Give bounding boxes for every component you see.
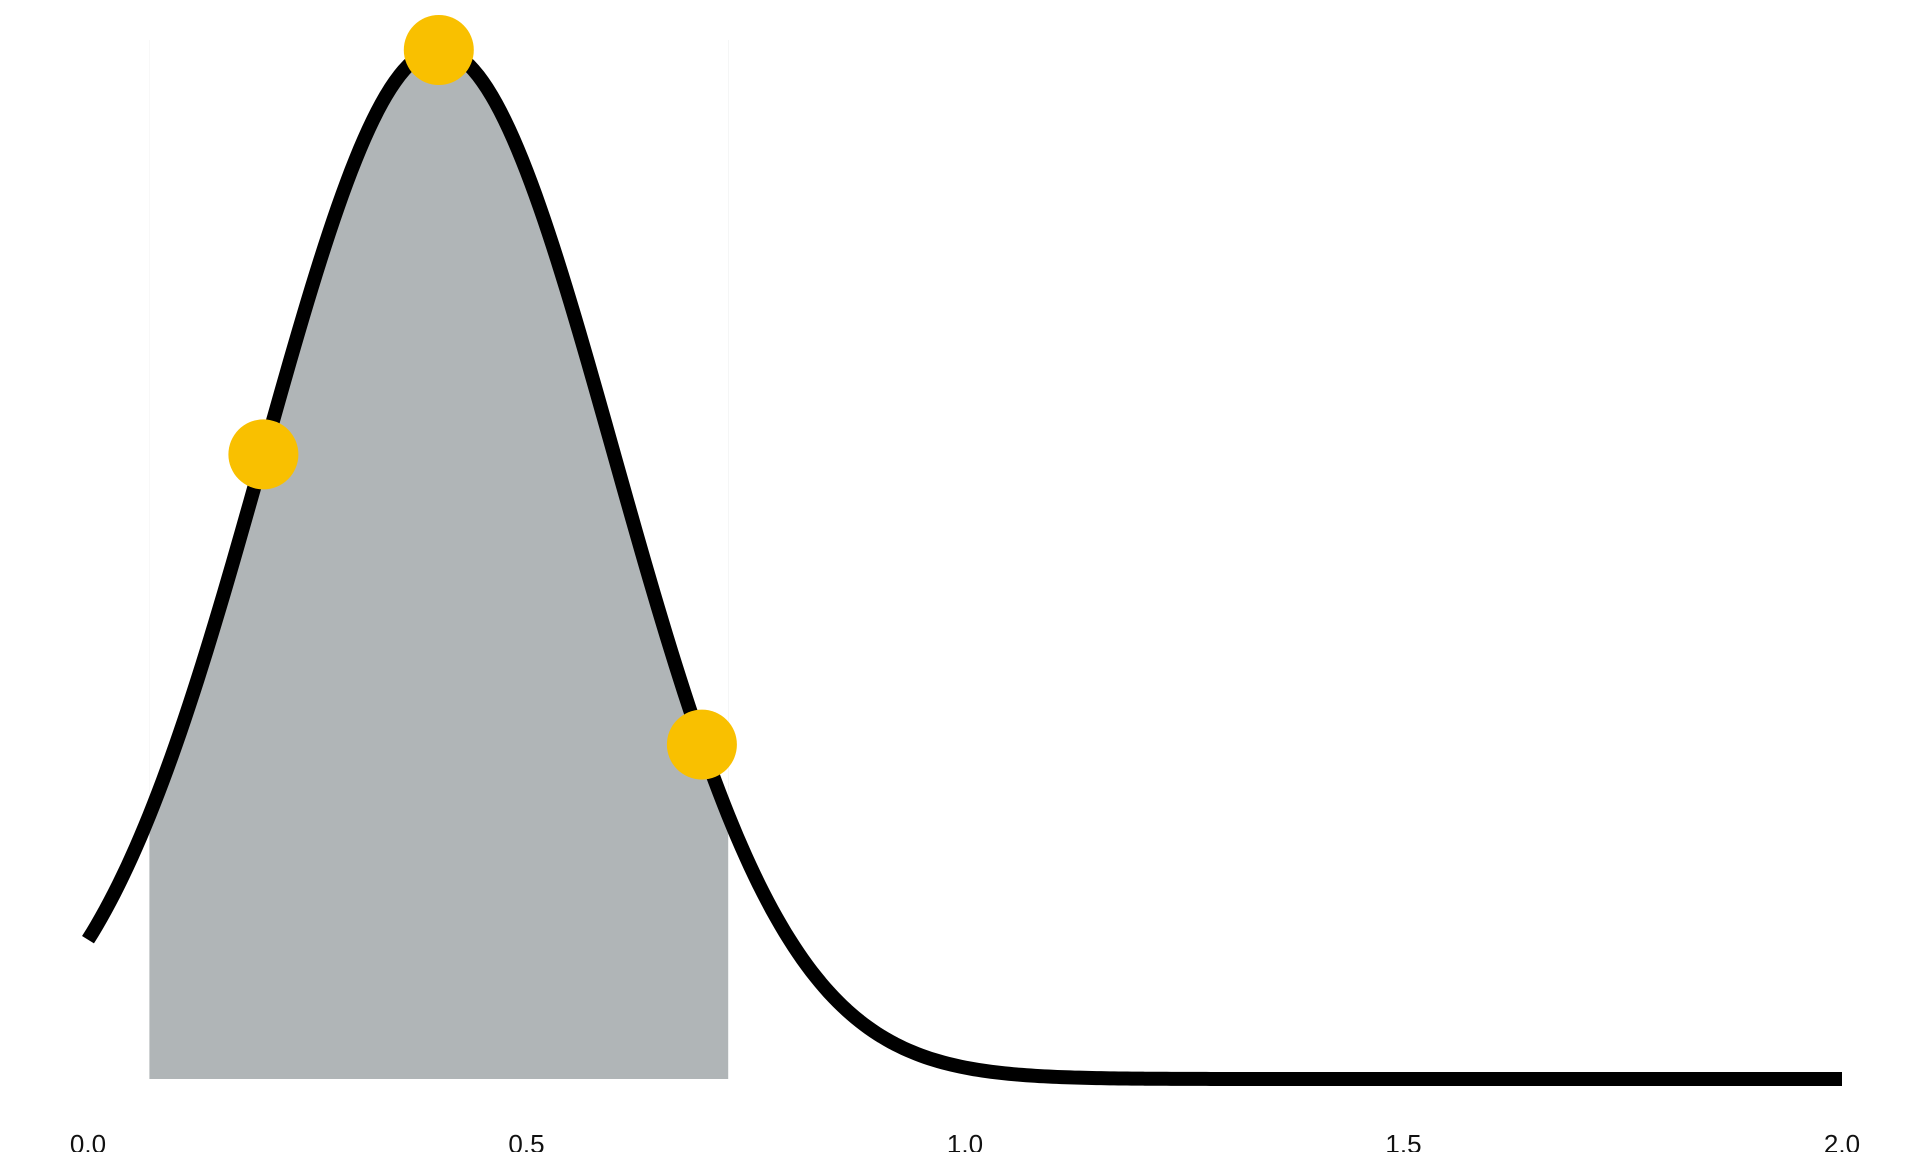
x-tick-label: 1.0 [947, 1129, 983, 1152]
shaded-region-mask [149, 38, 729, 816]
highlight-point-1 [228, 419, 299, 490]
highlight-point-2 [403, 15, 474, 85]
shaded-region-layer [149, 38, 729, 1079]
x-tick-label: 0.0 [70, 1129, 106, 1152]
x-tick-label: 1.5 [1385, 1129, 1421, 1152]
x-axis-tick-labels: 0.0 0.5 1.0 1.5 2.0 [70, 1129, 1860, 1152]
x-tick-label: 2.0 [1824, 1129, 1860, 1152]
highlight-points-layer [228, 15, 737, 780]
highlight-point-3 [666, 709, 737, 780]
x-tick-label: 0.5 [508, 1129, 544, 1152]
curve-layer [82, 43, 1845, 1086]
density-curve [82, 43, 1845, 1086]
